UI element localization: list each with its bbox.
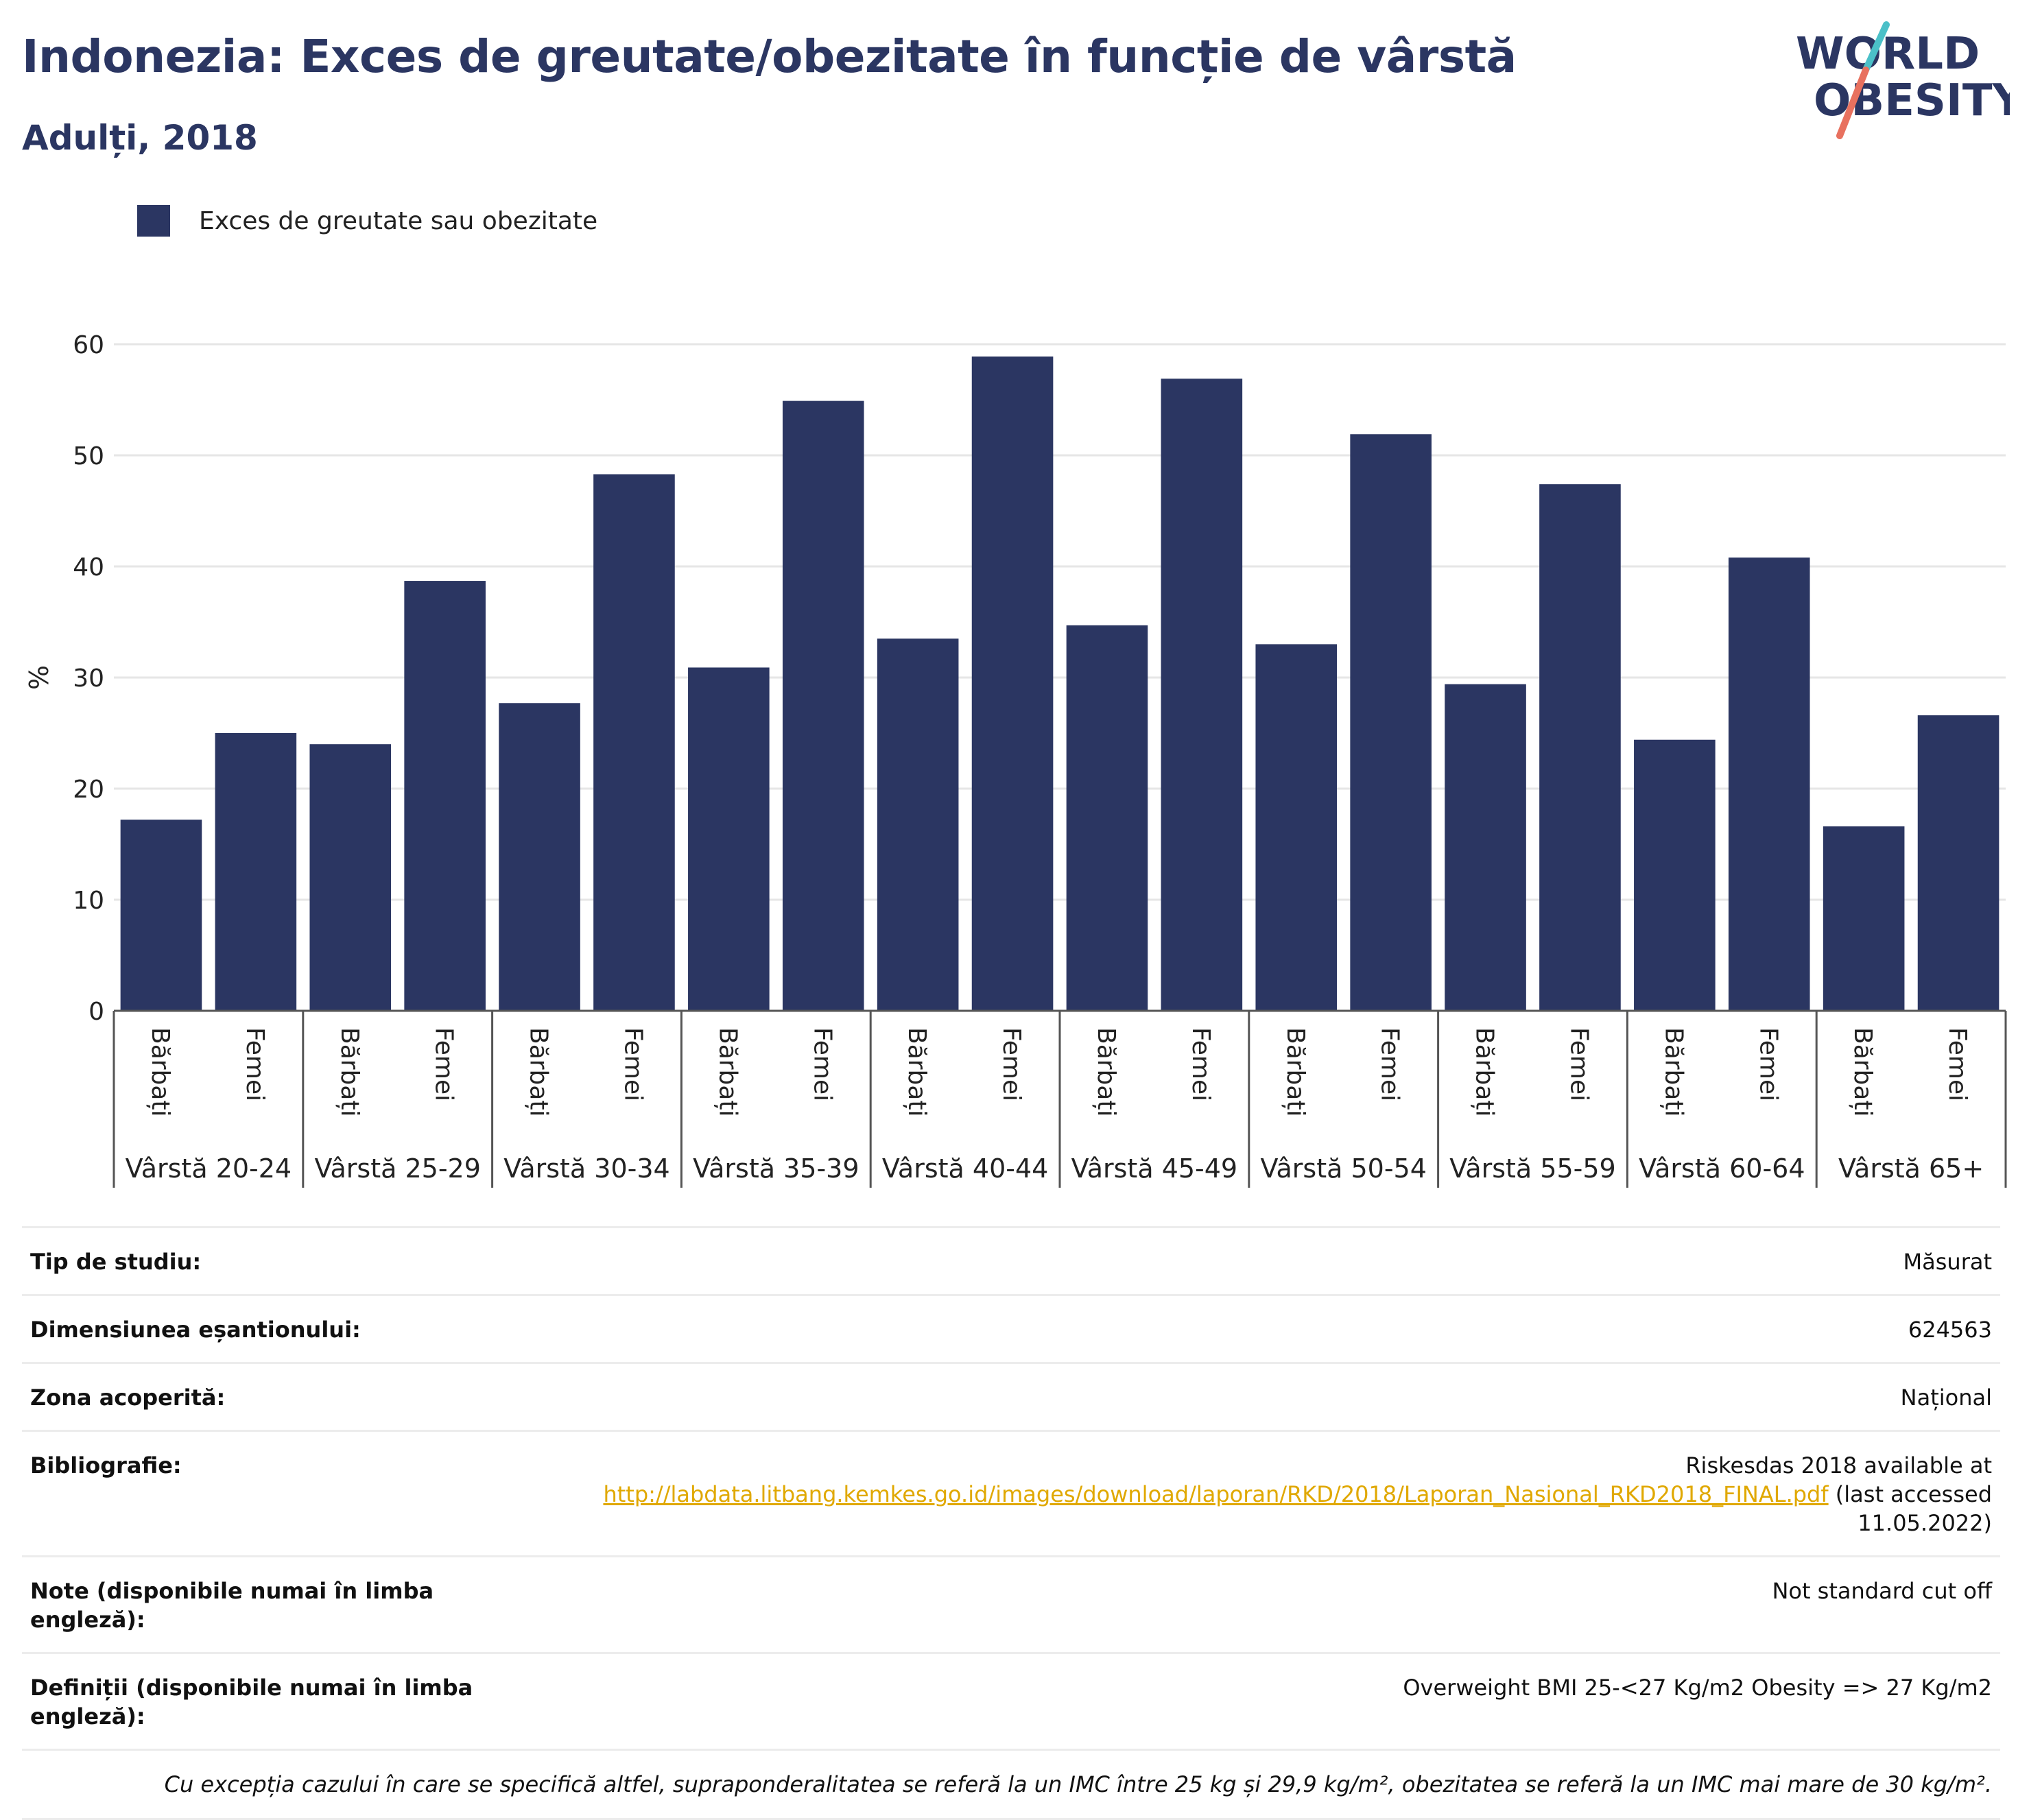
bar bbox=[688, 667, 770, 1011]
y-tick-label: 0 bbox=[88, 998, 104, 1026]
x-subcategory-label: Bărbați bbox=[1092, 1027, 1120, 1117]
x-group-label: Vârstă 45-49 bbox=[1071, 1153, 1237, 1184]
logo-slash-bottom bbox=[1836, 67, 1869, 139]
bar bbox=[1066, 625, 1148, 1011]
info-value-study-type: Măsurat bbox=[1903, 1249, 1992, 1275]
x-subcategory-label: Femei bbox=[1943, 1027, 1971, 1101]
definitions-label-line1: Definiții (disponibile numai în limba bbox=[30, 1675, 473, 1701]
bar bbox=[593, 474, 675, 1011]
x-subcategory-label: Femei bbox=[619, 1027, 647, 1101]
x-subcategory-label: Femei bbox=[1754, 1027, 1782, 1101]
y-tick-label: 40 bbox=[73, 553, 104, 582]
x-group-label: Vârstă 25-29 bbox=[314, 1153, 480, 1184]
bar bbox=[309, 744, 392, 1011]
x-subcategory-label: Bărbați bbox=[1281, 1027, 1309, 1117]
info-value-sample-size: 624563 bbox=[1908, 1317, 1992, 1343]
x-group-label: Vârstă 60-64 bbox=[1639, 1153, 1805, 1184]
x-subcategory-label: Bărbați bbox=[903, 1027, 931, 1117]
bar bbox=[1634, 739, 1716, 1011]
bar bbox=[1539, 484, 1621, 1011]
definitions-label-line2: engleză): bbox=[30, 1703, 145, 1729]
info-label-sample-size: Dimensiunea eșantionului: bbox=[30, 1317, 361, 1343]
x-subcategory-label: Bărbați bbox=[1849, 1027, 1877, 1117]
info-row-study-type: Tip de studiu: Măsurat bbox=[22, 1226, 2000, 1294]
bibliography-link[interactable]: http://labdata.litbang.kemkes.go.id/imag… bbox=[603, 1481, 1829, 1507]
info-label-notes: Note (disponibile numai în limba engleză… bbox=[30, 1578, 434, 1633]
x-subcategory-label: Femei bbox=[997, 1027, 1025, 1101]
info-row-sample-size: Dimensiunea eșantionului: 624563 bbox=[22, 1294, 2000, 1362]
x-group-label: Vârstă 40-44 bbox=[882, 1153, 1048, 1184]
x-subcategory-label: Femei bbox=[808, 1027, 836, 1101]
chart-legend: Exces de greutate sau obezitate bbox=[137, 203, 597, 239]
bar bbox=[1728, 558, 1810, 1011]
y-tick-label: 10 bbox=[73, 887, 104, 915]
info-row-bibliography: Bibliografie: Riskesdas 2018 available a… bbox=[22, 1430, 2000, 1555]
bibliography-text-after-link: (last accessed bbox=[1828, 1481, 1992, 1507]
x-group-label: Vârstă 20-24 bbox=[126, 1153, 292, 1184]
info-value-coverage-area: Național bbox=[1900, 1385, 1992, 1411]
y-tick-label: 20 bbox=[73, 776, 104, 804]
x-subcategory-label: Femei bbox=[1187, 1027, 1215, 1101]
legend-swatch bbox=[137, 205, 170, 237]
info-label-coverage-area: Zona acoperită: bbox=[30, 1385, 226, 1411]
study-info-table: Tip de studiu: Măsurat Dimensiunea eșantio… bbox=[22, 1226, 2000, 1820]
info-value-notes: Not standard cut off bbox=[1772, 1578, 1992, 1604]
info-label-bibliography: Bibliografie: bbox=[30, 1452, 182, 1478]
x-group-label: Vârstă 65+ bbox=[1838, 1153, 1984, 1184]
x-group-label: Vârstă 30-34 bbox=[503, 1153, 669, 1184]
x-subcategory-label: Bărbați bbox=[1471, 1027, 1499, 1117]
bar bbox=[877, 638, 959, 1011]
bibliography-text-line3: 11.05.2022) bbox=[1858, 1510, 1992, 1536]
x-subcategory-label: Femei bbox=[241, 1027, 269, 1101]
bar bbox=[971, 356, 1054, 1011]
bar bbox=[120, 819, 202, 1011]
legend-label: Exces de greutate sau obezitate bbox=[199, 206, 598, 235]
y-tick-label: 50 bbox=[73, 442, 104, 470]
bar bbox=[215, 733, 297, 1011]
info-row-notes: Note (disponibile numai în limba engleză… bbox=[22, 1555, 2000, 1652]
logo-text-world: WORLD bbox=[1796, 29, 1980, 80]
x-group-label: Vârstă 50-54 bbox=[1260, 1153, 1426, 1184]
chart-subtitle: Adulți, 2018 bbox=[22, 118, 258, 158]
x-subcategory-label: Femei bbox=[1376, 1027, 1404, 1101]
y-axis-label: % bbox=[24, 665, 54, 690]
x-group-label: Vârstă 35-39 bbox=[693, 1153, 859, 1184]
bibliography-text-line1: Riskesdas 2018 available at bbox=[1685, 1452, 1992, 1478]
info-label-study-type: Tip de studiu: bbox=[30, 1249, 202, 1275]
bar bbox=[1255, 644, 1338, 1011]
bar bbox=[1445, 684, 1526, 1011]
info-value-definitions: Overweight BMI 25-<27 Kg/m2 Obesity => 2… bbox=[1403, 1675, 1992, 1701]
info-footnote: Cu excepția cazului în care se specifică… bbox=[22, 1749, 2000, 1820]
world-obesity-logo: WORLD OBESITY bbox=[1796, 21, 2010, 139]
bar bbox=[404, 581, 486, 1011]
x-subcategory-label: Bărbați bbox=[335, 1027, 364, 1117]
y-tick-label: 60 bbox=[73, 331, 104, 359]
bar bbox=[1350, 434, 1432, 1011]
bar bbox=[1161, 379, 1243, 1011]
x-subcategory-label: Bărbați bbox=[146, 1027, 174, 1117]
info-row-definitions: Definiții (disponibile numai în limba en… bbox=[22, 1652, 2000, 1749]
bar bbox=[1823, 826, 1905, 1011]
info-value-bibliography: Riskesdas 2018 available at http://labda… bbox=[603, 1451, 1992, 1537]
y-tick-label: 30 bbox=[73, 664, 104, 693]
x-subcategory-label: Bărbați bbox=[713, 1027, 741, 1117]
bar bbox=[782, 400, 864, 1011]
x-subcategory-label: Femei bbox=[1565, 1027, 1593, 1101]
chart-title: Indonezia: Exces de greutate/obezitate î… bbox=[22, 30, 1517, 83]
x-group-label: Vârstă 55-59 bbox=[1449, 1153, 1615, 1184]
x-subcategory-label: Bărbați bbox=[1659, 1027, 1687, 1117]
info-row-coverage-area: Zona acoperită: Național bbox=[22, 1362, 2000, 1430]
logo-slash-top bbox=[1862, 21, 1890, 73]
info-label-definitions: Definiții (disponibile numai în limba en… bbox=[30, 1673, 510, 1731]
bar bbox=[499, 703, 580, 1011]
x-subcategory-label: Femei bbox=[430, 1027, 458, 1101]
bar-chart: 0 10 20 30 40 50 60% Bărbați Femei Bărbați Femei Bă… bbox=[24, 331, 2007, 1188]
x-subcategory-label: Bărbați bbox=[525, 1027, 553, 1117]
bar bbox=[1917, 715, 2000, 1011]
